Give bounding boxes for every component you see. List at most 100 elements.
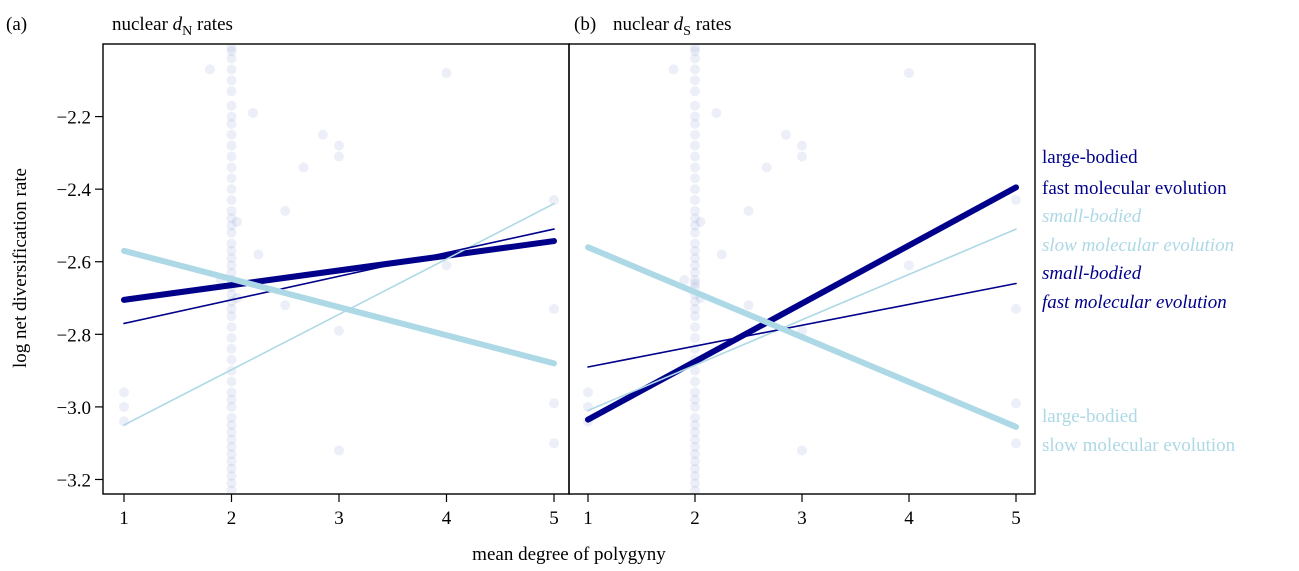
data-point [690,100,700,111]
legend-entry: small-bodied [1042,263,1142,284]
data-point [549,303,559,314]
data-point [690,46,700,57]
data-point [226,184,237,195]
data-point [690,118,700,129]
data-point [690,456,700,467]
y-tick-label: −2.8 [57,325,91,346]
regression-line [123,202,555,426]
regression-line [121,247,557,367]
data-point [690,365,700,376]
data-point [226,441,237,452]
data-point [119,401,129,412]
data-points [583,44,1021,494]
data-point [690,296,700,307]
panel-a: 1 2 3 4 5 −3.2 −3.0 −2.8 −2.6 −2.4 −2.2 (a) nuclear … [6,14,570,529]
data-point [690,485,700,494]
data-point [690,434,700,445]
regression-line [121,238,557,303]
panels: 1 2 3 4 5 −3.2 −3.0 −2.8 −2.6 −2.4 −2.2 (a) nuclear … [6,14,1036,529]
data-point [226,387,237,398]
y-tick-label: −2.6 [57,253,91,274]
data-point [690,303,700,314]
panel-label: (a) [6,14,27,35]
data-point [226,140,237,151]
data-point [716,249,727,260]
data-point [668,64,679,75]
data-point [690,75,700,86]
data-point [690,184,700,195]
y-tick-label: −3.0 [57,398,91,419]
panel-b: 1 2 3 4 5 (b) nuclear dS rates [568,14,1036,529]
regression-line [585,184,1019,423]
data-point [226,46,237,57]
data-point [226,289,237,300]
data-point [690,227,700,238]
data-point [226,376,237,387]
data-point [549,195,559,206]
data-point [690,449,700,460]
data-point [226,44,237,53]
data-point [690,260,700,271]
data-point [226,173,237,184]
data-point [226,129,237,140]
data-point [690,332,700,343]
data-point [690,111,700,122]
data-point [690,53,700,64]
data-point [226,260,237,271]
data-point [280,300,291,311]
data-point [226,456,237,467]
data-point [226,343,237,354]
data-point [1011,303,1021,314]
data-point [226,412,237,423]
data-point [226,449,237,460]
legend-entry: fast molecular evolution [1042,178,1227,199]
data-point [226,311,237,322]
data-point [690,394,700,405]
data-point [226,118,237,129]
data-point [695,216,706,227]
data-point [119,387,129,398]
data-point [334,151,344,162]
x-tick-label: 4 [442,508,452,529]
data-point [253,249,264,260]
data-point [1011,438,1021,449]
regression-line [585,244,1019,430]
data-point [226,463,237,474]
data-point [226,111,237,122]
panel-label: (b) [574,14,596,35]
data-point [690,387,700,398]
x-axis-label: mean degree of polygyny [472,544,666,565]
data-point [226,253,237,264]
data-point [690,376,700,387]
panel-title: nuclear dN rates [112,14,233,39]
data-point [690,253,700,264]
data-point [690,412,700,423]
data-point [226,205,237,216]
data-point [280,205,291,216]
data-point [797,140,807,151]
data-point [690,129,700,140]
data-point [248,107,258,118]
data-point [334,445,344,456]
x-tick-label: 1 [119,508,129,529]
data-point [226,227,237,238]
data-point [441,260,452,271]
y-tick-label: −2.2 [57,108,91,129]
data-points [119,44,559,494]
data-point [690,173,700,184]
y-tick-label: −2.4 [57,180,92,201]
data-point [226,470,237,481]
data-point [549,438,559,449]
data-point [690,441,700,452]
regression-lines [121,202,557,426]
data-point [205,64,215,75]
data-point [690,463,700,474]
x-tick-label: 4 [904,508,914,529]
data-point [690,278,700,289]
x-tick-label: 1 [583,508,593,529]
data-point [226,332,237,343]
data-point [226,245,237,256]
data-point [226,322,237,333]
regression-line [587,228,1017,412]
